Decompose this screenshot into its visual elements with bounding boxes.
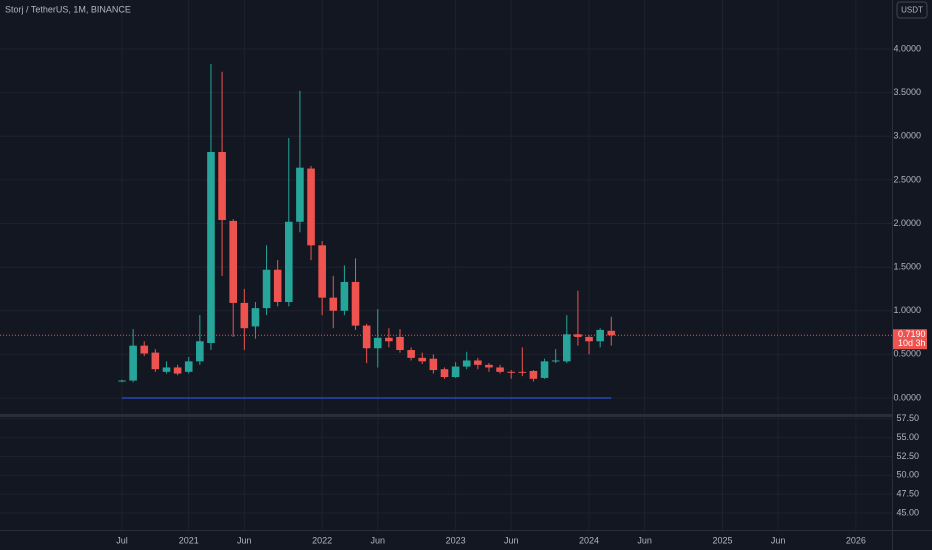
candle-body bbox=[207, 151, 215, 344]
candle-body bbox=[296, 167, 304, 222]
candle-body bbox=[196, 341, 204, 362]
candle-body bbox=[574, 334, 582, 337]
y-tick-label: 3.5000 bbox=[893, 87, 921, 97]
candle-body bbox=[118, 380, 126, 382]
x-tick-label: Jul bbox=[116, 535, 128, 545]
x-tick-label: 2026 bbox=[846, 535, 866, 545]
y-tick-label: 1.5000 bbox=[893, 262, 921, 272]
candle-body bbox=[218, 151, 226, 221]
y-tick-label: 0.5000 bbox=[893, 349, 921, 359]
candle-body bbox=[229, 220, 237, 303]
axes: 0.0000 0.5000 1.0000 1.5000 2.0000 2.5000 3.00… bbox=[116, 43, 927, 545]
plot bbox=[0, 63, 892, 399]
x-tick-label: Jun bbox=[637, 535, 652, 545]
candle-body bbox=[440, 369, 449, 378]
candle-body bbox=[351, 281, 360, 326]
x-tick-label: Jun bbox=[771, 535, 786, 545]
x-tick-label: 2022 bbox=[312, 535, 332, 545]
y-tick-label: 47.50 bbox=[896, 489, 919, 499]
candle-body bbox=[362, 325, 371, 349]
candle-body bbox=[540, 361, 549, 378]
candle-body bbox=[140, 345, 149, 354]
y-tick-label: 0.0000 bbox=[893, 392, 921, 402]
candle-body bbox=[429, 358, 438, 371]
candle-body bbox=[418, 357, 427, 362]
candle-body bbox=[162, 367, 171, 372]
candle-body bbox=[607, 330, 616, 336]
price-label-box bbox=[893, 329, 927, 350]
y-tick-label: 3.0000 bbox=[893, 131, 921, 141]
candle-body bbox=[373, 337, 382, 349]
candle-body bbox=[474, 360, 482, 365]
candle-body bbox=[318, 245, 326, 298]
x-tick-label: Jun bbox=[504, 535, 519, 545]
chart-title: Storj / TetherUS, 1M, BINANCE bbox=[5, 4, 131, 14]
x-tick-label: Jun bbox=[371, 535, 386, 545]
y-tick-label: 55.00 bbox=[896, 432, 919, 442]
candle-body bbox=[340, 281, 349, 311]
candle-body bbox=[407, 350, 415, 358]
candle-body bbox=[462, 360, 471, 367]
candle-body bbox=[529, 370, 538, 379]
x-tick-label: 2023 bbox=[446, 535, 466, 545]
candle-body bbox=[251, 308, 260, 327]
x-tick-label: 2024 bbox=[579, 535, 599, 545]
y-tick-label: 52.50 bbox=[896, 451, 919, 461]
x-tick-label: 2025 bbox=[712, 535, 732, 545]
y-tick-label: 50.00 bbox=[896, 470, 919, 480]
candle-body bbox=[518, 371, 527, 373]
candle-body bbox=[396, 336, 404, 351]
candle-body bbox=[273, 269, 282, 303]
candle-body bbox=[551, 360, 560, 362]
candle-body bbox=[262, 269, 271, 309]
candle-body bbox=[563, 334, 571, 362]
candle-body bbox=[285, 221, 293, 303]
y-tick-label: 2.0000 bbox=[893, 218, 921, 228]
x-tick-label: Jun bbox=[237, 535, 252, 545]
candle-body bbox=[240, 302, 249, 329]
candle-body bbox=[151, 352, 160, 370]
candle-body bbox=[307, 168, 315, 246]
x-tick-label: 2021 bbox=[179, 535, 199, 545]
candle-body bbox=[485, 364, 493, 368]
candle-body bbox=[496, 367, 504, 372]
candle-body bbox=[385, 337, 393, 342]
y-tick-label: 4.0000 bbox=[893, 43, 921, 53]
candle-body bbox=[329, 297, 338, 311]
candle-body bbox=[129, 345, 137, 381]
y-tick-label: 45.00 bbox=[896, 507, 919, 517]
currency-button[interactable] bbox=[896, 1, 928, 19]
y-tick-label: 1.0000 bbox=[893, 305, 921, 315]
currency-label[interactable]: USDT bbox=[901, 6, 923, 15]
candle-body bbox=[173, 367, 182, 374]
price-label: 0.7190 bbox=[898, 329, 926, 339]
grid bbox=[0, 0, 892, 530]
y-tick-label: 57.50 bbox=[896, 413, 919, 423]
countdown-label: 10d 3h bbox=[898, 338, 926, 348]
candle-body bbox=[585, 336, 593, 342]
y-tick-label: 2.5000 bbox=[893, 174, 921, 184]
candle-body bbox=[184, 361, 193, 372]
candle-body bbox=[451, 366, 460, 378]
candle-body bbox=[507, 371, 515, 373]
